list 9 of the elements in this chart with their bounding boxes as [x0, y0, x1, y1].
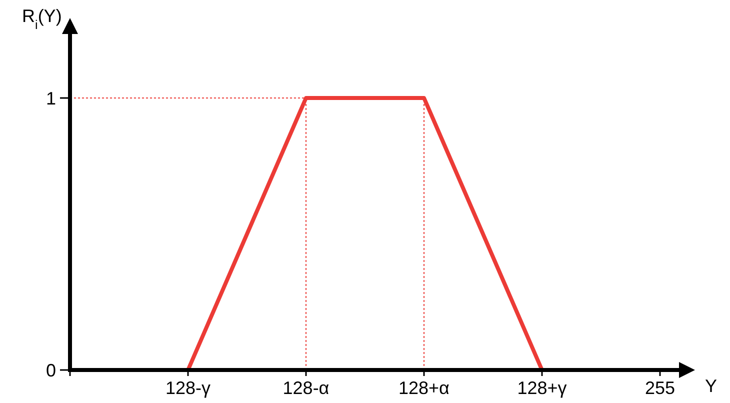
x-tick-label: 128-α: [282, 378, 330, 398]
x-axis-title: Y: [705, 376, 718, 396]
y-axis-title: R$_{i}$(Y): [22, 6, 62, 32]
x-tick-label: 255: [644, 378, 676, 398]
y-tick-label: 0: [46, 360, 56, 380]
y-tick-label: 1: [46, 88, 56, 108]
x-tick-label: 128+α: [398, 378, 450, 398]
x-tick-label: 128-γ: [165, 378, 211, 398]
x-tick-label: 128+γ: [517, 378, 567, 398]
